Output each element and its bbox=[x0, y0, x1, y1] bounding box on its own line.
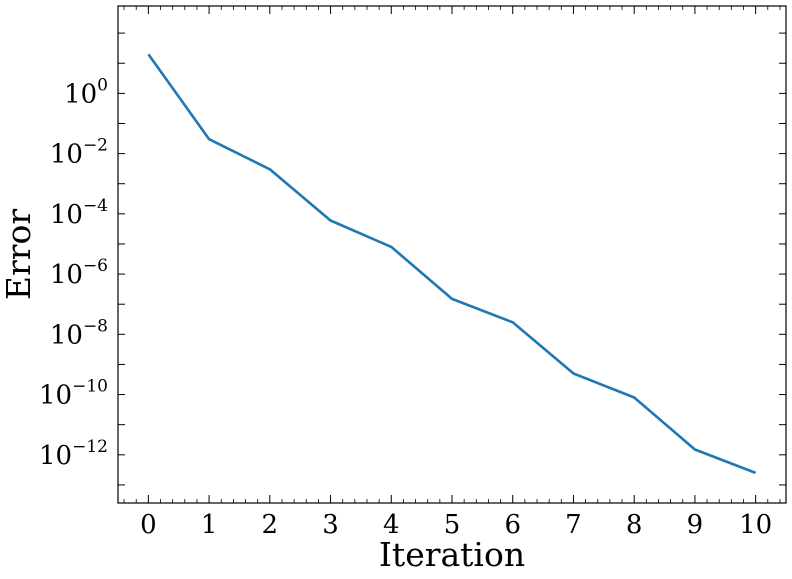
x-tick-label: 7 bbox=[565, 510, 582, 540]
x-tick-label: 6 bbox=[504, 510, 521, 540]
y-tick-label: 10−2 bbox=[50, 136, 108, 170]
x-tick-label: 0 bbox=[140, 510, 157, 540]
x-tick-label: 3 bbox=[322, 510, 339, 540]
x-tick-label: 5 bbox=[444, 510, 461, 540]
y-tick-label: 10−6 bbox=[50, 256, 108, 290]
series-line bbox=[147, 53, 757, 475]
x-tick-label: 9 bbox=[687, 510, 704, 540]
x-tick-label: 8 bbox=[626, 510, 643, 540]
x-axis-label: Iteration bbox=[379, 535, 525, 574]
x-tick-label: 10 bbox=[739, 510, 772, 540]
ticks-layer bbox=[118, 6, 786, 503]
x-tick-label: 2 bbox=[262, 510, 279, 540]
y-axis-label: Error bbox=[0, 209, 38, 301]
y-tick-label: 10−4 bbox=[50, 196, 108, 230]
plot-frame bbox=[117, 5, 787, 504]
tick-labels-layer: 0 1 2 3 4 5 6 7 8 9 10 100 10−2 10−4 10−6 10−8 10−10 10−1… bbox=[39, 75, 772, 540]
y-tick-label: 10−8 bbox=[50, 316, 108, 350]
y-tick-label: 10−12 bbox=[39, 437, 108, 471]
series-layer bbox=[147, 53, 757, 475]
y-tick-label: 10−10 bbox=[39, 377, 108, 411]
x-tick-label: 4 bbox=[383, 510, 400, 540]
x-tick-label: 1 bbox=[201, 510, 218, 540]
y-tick-label: 100 bbox=[64, 75, 108, 109]
